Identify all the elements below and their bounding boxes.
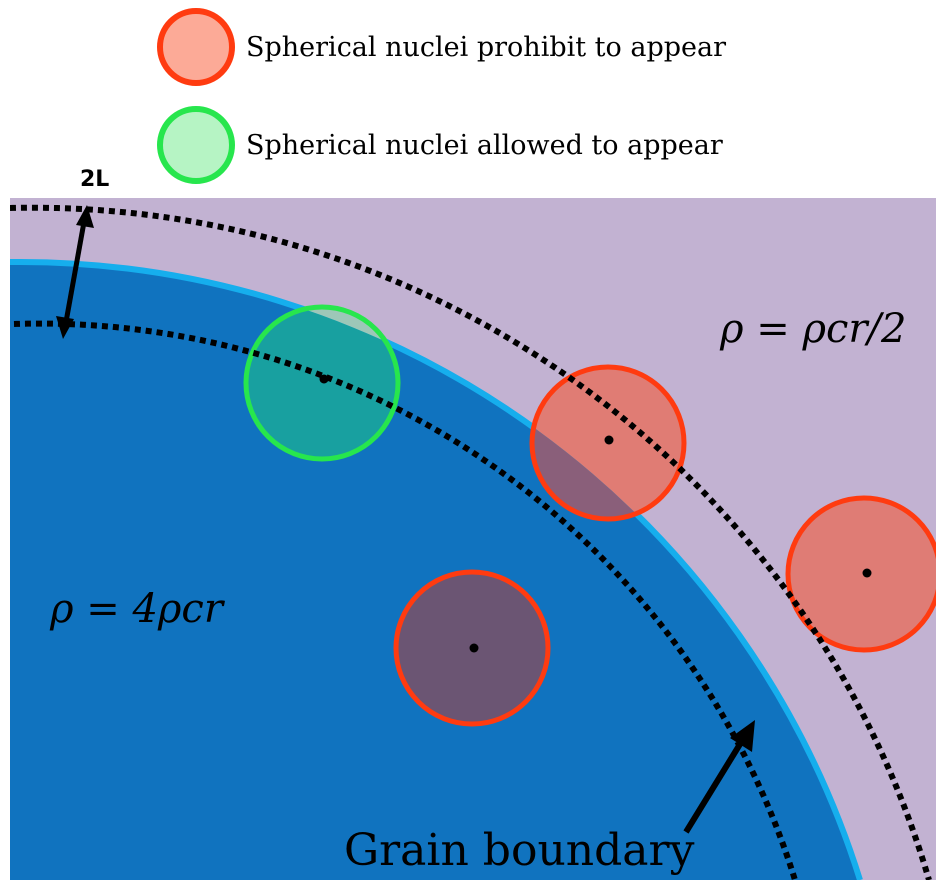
- prohibited-nucleus-outer: [785, 495, 936, 653]
- legend-allowed-swatch: [157, 106, 235, 184]
- outer-dotted-line: [10, 204, 932, 880]
- thickness-arrow: [56, 205, 94, 339]
- boundary-arrow: [683, 720, 755, 834]
- nucleus-center-dot: [319, 374, 329, 384]
- legend-allowed-label: Spherical nuclei allowed to appear: [246, 130, 723, 161]
- legend-prohibited-label: Spherical nuclei prohibit to appear: [246, 32, 726, 63]
- outer-density-label: ρ = ρcr/2: [719, 306, 906, 352]
- nucleus-center-dot: [862, 568, 872, 578]
- legend-prohibited-swatch: [157, 8, 235, 86]
- inner-region: [10, 261, 860, 880]
- nucleus-center-dot: [604, 435, 614, 445]
- inner-density-label: ρ = 4ρcr: [49, 586, 226, 632]
- nucleus-center-dot: [469, 643, 479, 653]
- legend: Spherical nuclei prohibit to appear Sphe…: [157, 8, 726, 184]
- thickness-label: 2L: [80, 167, 109, 192]
- grain-boundary-label: Grain boundary: [344, 825, 695, 876]
